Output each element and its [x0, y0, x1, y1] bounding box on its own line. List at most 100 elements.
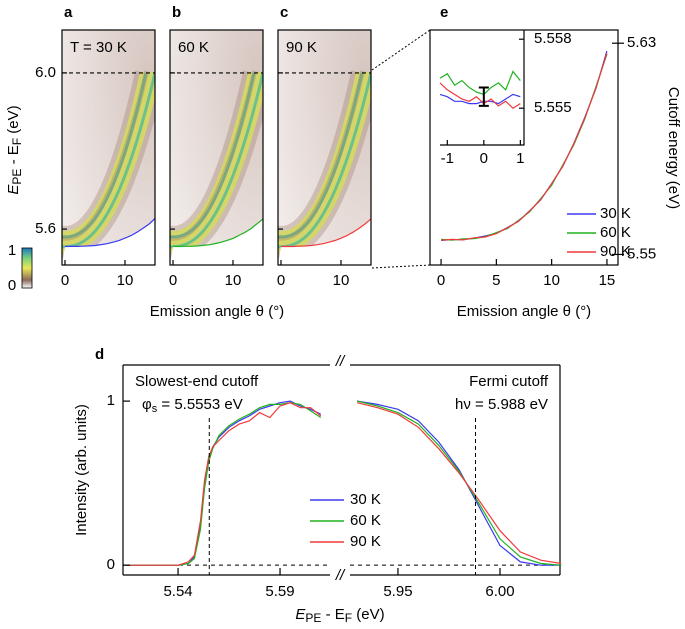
x-tick-label: 0: [61, 272, 69, 289]
annotation: 60 K: [178, 39, 209, 56]
text-part: (eV): [5, 105, 22, 138]
series-line: [127, 402, 322, 566]
band-core: [62, 72, 155, 249]
annotation-title: Slowest-end cutoff: [135, 373, 259, 390]
text-part: = 5.988 eV: [471, 396, 548, 413]
x-tick-label: 10: [117, 272, 134, 289]
axis-break: //: [335, 353, 346, 370]
text-part: F: [10, 138, 24, 145]
text-part: φ: [142, 396, 152, 413]
band-core: [170, 72, 256, 239]
band-core: [170, 72, 263, 249]
y-tick-label: 1: [107, 392, 115, 409]
x-tick-label: 15: [599, 272, 616, 289]
text-part: -: [5, 155, 22, 168]
legend-label: 90 K: [350, 533, 381, 550]
x-axis-title: Emission angle θ (°): [150, 303, 284, 320]
series-line: [127, 402, 322, 566]
below-cutoff: [170, 219, 263, 265]
text-part: E: [295, 606, 306, 623]
colorbar-tick-label: 1: [8, 242, 16, 259]
y-axis-title: Cutoff energy (eV): [665, 87, 682, 209]
x-axis-title: Emission angle θ (°): [457, 303, 591, 320]
panel-label: b: [172, 4, 181, 21]
panel-frame: [277, 29, 372, 266]
inset-y-tick-label: 5.555: [534, 99, 572, 116]
below-cutoff: [278, 218, 371, 265]
panel-frame: [61, 29, 156, 266]
text-part: E: [5, 145, 22, 155]
heatmap-panel: [278, 30, 371, 265]
series-line: [441, 53, 608, 241]
axis-break: //: [335, 567, 346, 584]
y-tick-label: 5.6: [35, 220, 56, 237]
inset-axes: [440, 30, 525, 146]
text-part: PE: [305, 611, 321, 625]
x-tick-label: 0: [437, 272, 445, 289]
inset-line: [439, 82, 521, 109]
error-bar: [478, 86, 489, 107]
series-line: [356, 402, 562, 565]
x-tick-label: 0: [277, 272, 285, 289]
legend-label: 90 K: [600, 243, 631, 260]
x-tick-label: 5.59: [265, 583, 294, 600]
x-tick-label: 5.95: [383, 583, 412, 600]
x-axis-label: EPE - EF (eV): [295, 606, 384, 625]
cutoff-line: [280, 218, 371, 248]
y-tick-label: 0: [107, 556, 115, 573]
colorbar-tick-label: 0: [8, 277, 16, 294]
panel-label: e: [440, 4, 448, 21]
inset-x-tick-label: 0: [480, 150, 488, 167]
x-tick-label: 5.54: [163, 583, 192, 600]
annotation: T = 30 K: [70, 39, 127, 56]
panel-label: d: [95, 346, 104, 363]
text-part: s: [152, 403, 158, 415]
x-tick-label: 0: [169, 272, 177, 289]
below-cutoff: [62, 218, 155, 265]
x-tick-label: 5: [492, 272, 500, 289]
text-part: E: [335, 606, 345, 623]
y-axis-title: Intensity (arb. units): [73, 404, 90, 536]
band-core: [278, 72, 364, 239]
inset-y-tick-label: 5.558: [534, 30, 572, 47]
heatmap-panel: [62, 30, 155, 265]
annotation-value: hν = 5.988 eV: [455, 396, 548, 413]
inset-line: [439, 93, 521, 105]
x-tick-label: 10: [225, 272, 242, 289]
text-part: -: [321, 606, 334, 623]
zoom-line: [371, 29, 431, 269]
legend-label: 30 K: [600, 205, 631, 222]
legend-label: 60 K: [350, 512, 381, 529]
annotation: 90 K: [286, 39, 317, 56]
text-part: (eV): [352, 606, 385, 623]
legend-label: 30 K: [350, 491, 381, 508]
annotation-value: φs = 5.5553 eV: [142, 396, 243, 415]
inset-x-tick-label: -1: [441, 150, 454, 167]
series-line: [356, 400, 562, 566]
x-tick-label: 6.00: [485, 583, 514, 600]
y-tick-label: 6.0: [35, 64, 56, 81]
inset-line: [439, 70, 521, 96]
text-part: E: [5, 184, 22, 195]
cutoff-line: [172, 218, 263, 248]
text-part: = 5.5553 eV: [157, 396, 243, 413]
series-line: [127, 400, 322, 566]
x-tick-label: 10: [543, 272, 560, 289]
series-line: [357, 400, 562, 566]
cutoff-line: [64, 218, 155, 248]
y-tick-label: 5.63: [627, 34, 656, 51]
annotation-title: Fermi cutoff: [469, 373, 549, 390]
band-core: [278, 72, 371, 249]
panel-label: a: [64, 4, 73, 21]
y-tick-label: 5.55: [627, 245, 656, 262]
heatmap-panel: [170, 30, 263, 265]
text-part: PE: [10, 169, 24, 185]
panel-frame: [169, 29, 264, 266]
y-axis-label: EPE - EF (eV): [5, 105, 24, 194]
band-core: [62, 72, 148, 239]
inset-x-tick-label: 1: [516, 150, 524, 167]
colorbar: [21, 247, 33, 289]
panel-label: c: [280, 4, 288, 21]
legend-label: 60 K: [600, 224, 631, 241]
